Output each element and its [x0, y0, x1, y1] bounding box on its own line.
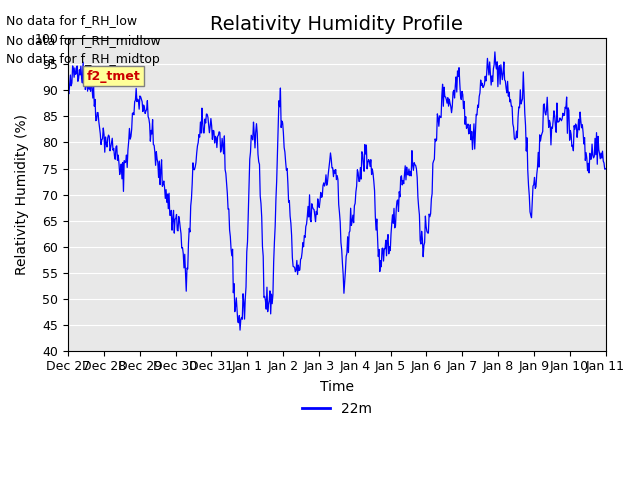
X-axis label: Time: Time — [320, 381, 354, 395]
Legend: 22m: 22m — [296, 397, 378, 422]
Text: No data for f_RH_midtop: No data for f_RH_midtop — [6, 53, 160, 66]
Title: Relativity Humidity Profile: Relativity Humidity Profile — [211, 15, 463, 34]
Y-axis label: Relativity Humidity (%): Relativity Humidity (%) — [15, 114, 29, 275]
Text: No data for f_RH_low: No data for f_RH_low — [6, 14, 138, 27]
Text: f2_tmet: f2_tmet — [86, 70, 140, 83]
Text: No data for f_RH_midlow: No data for f_RH_midlow — [6, 34, 161, 47]
